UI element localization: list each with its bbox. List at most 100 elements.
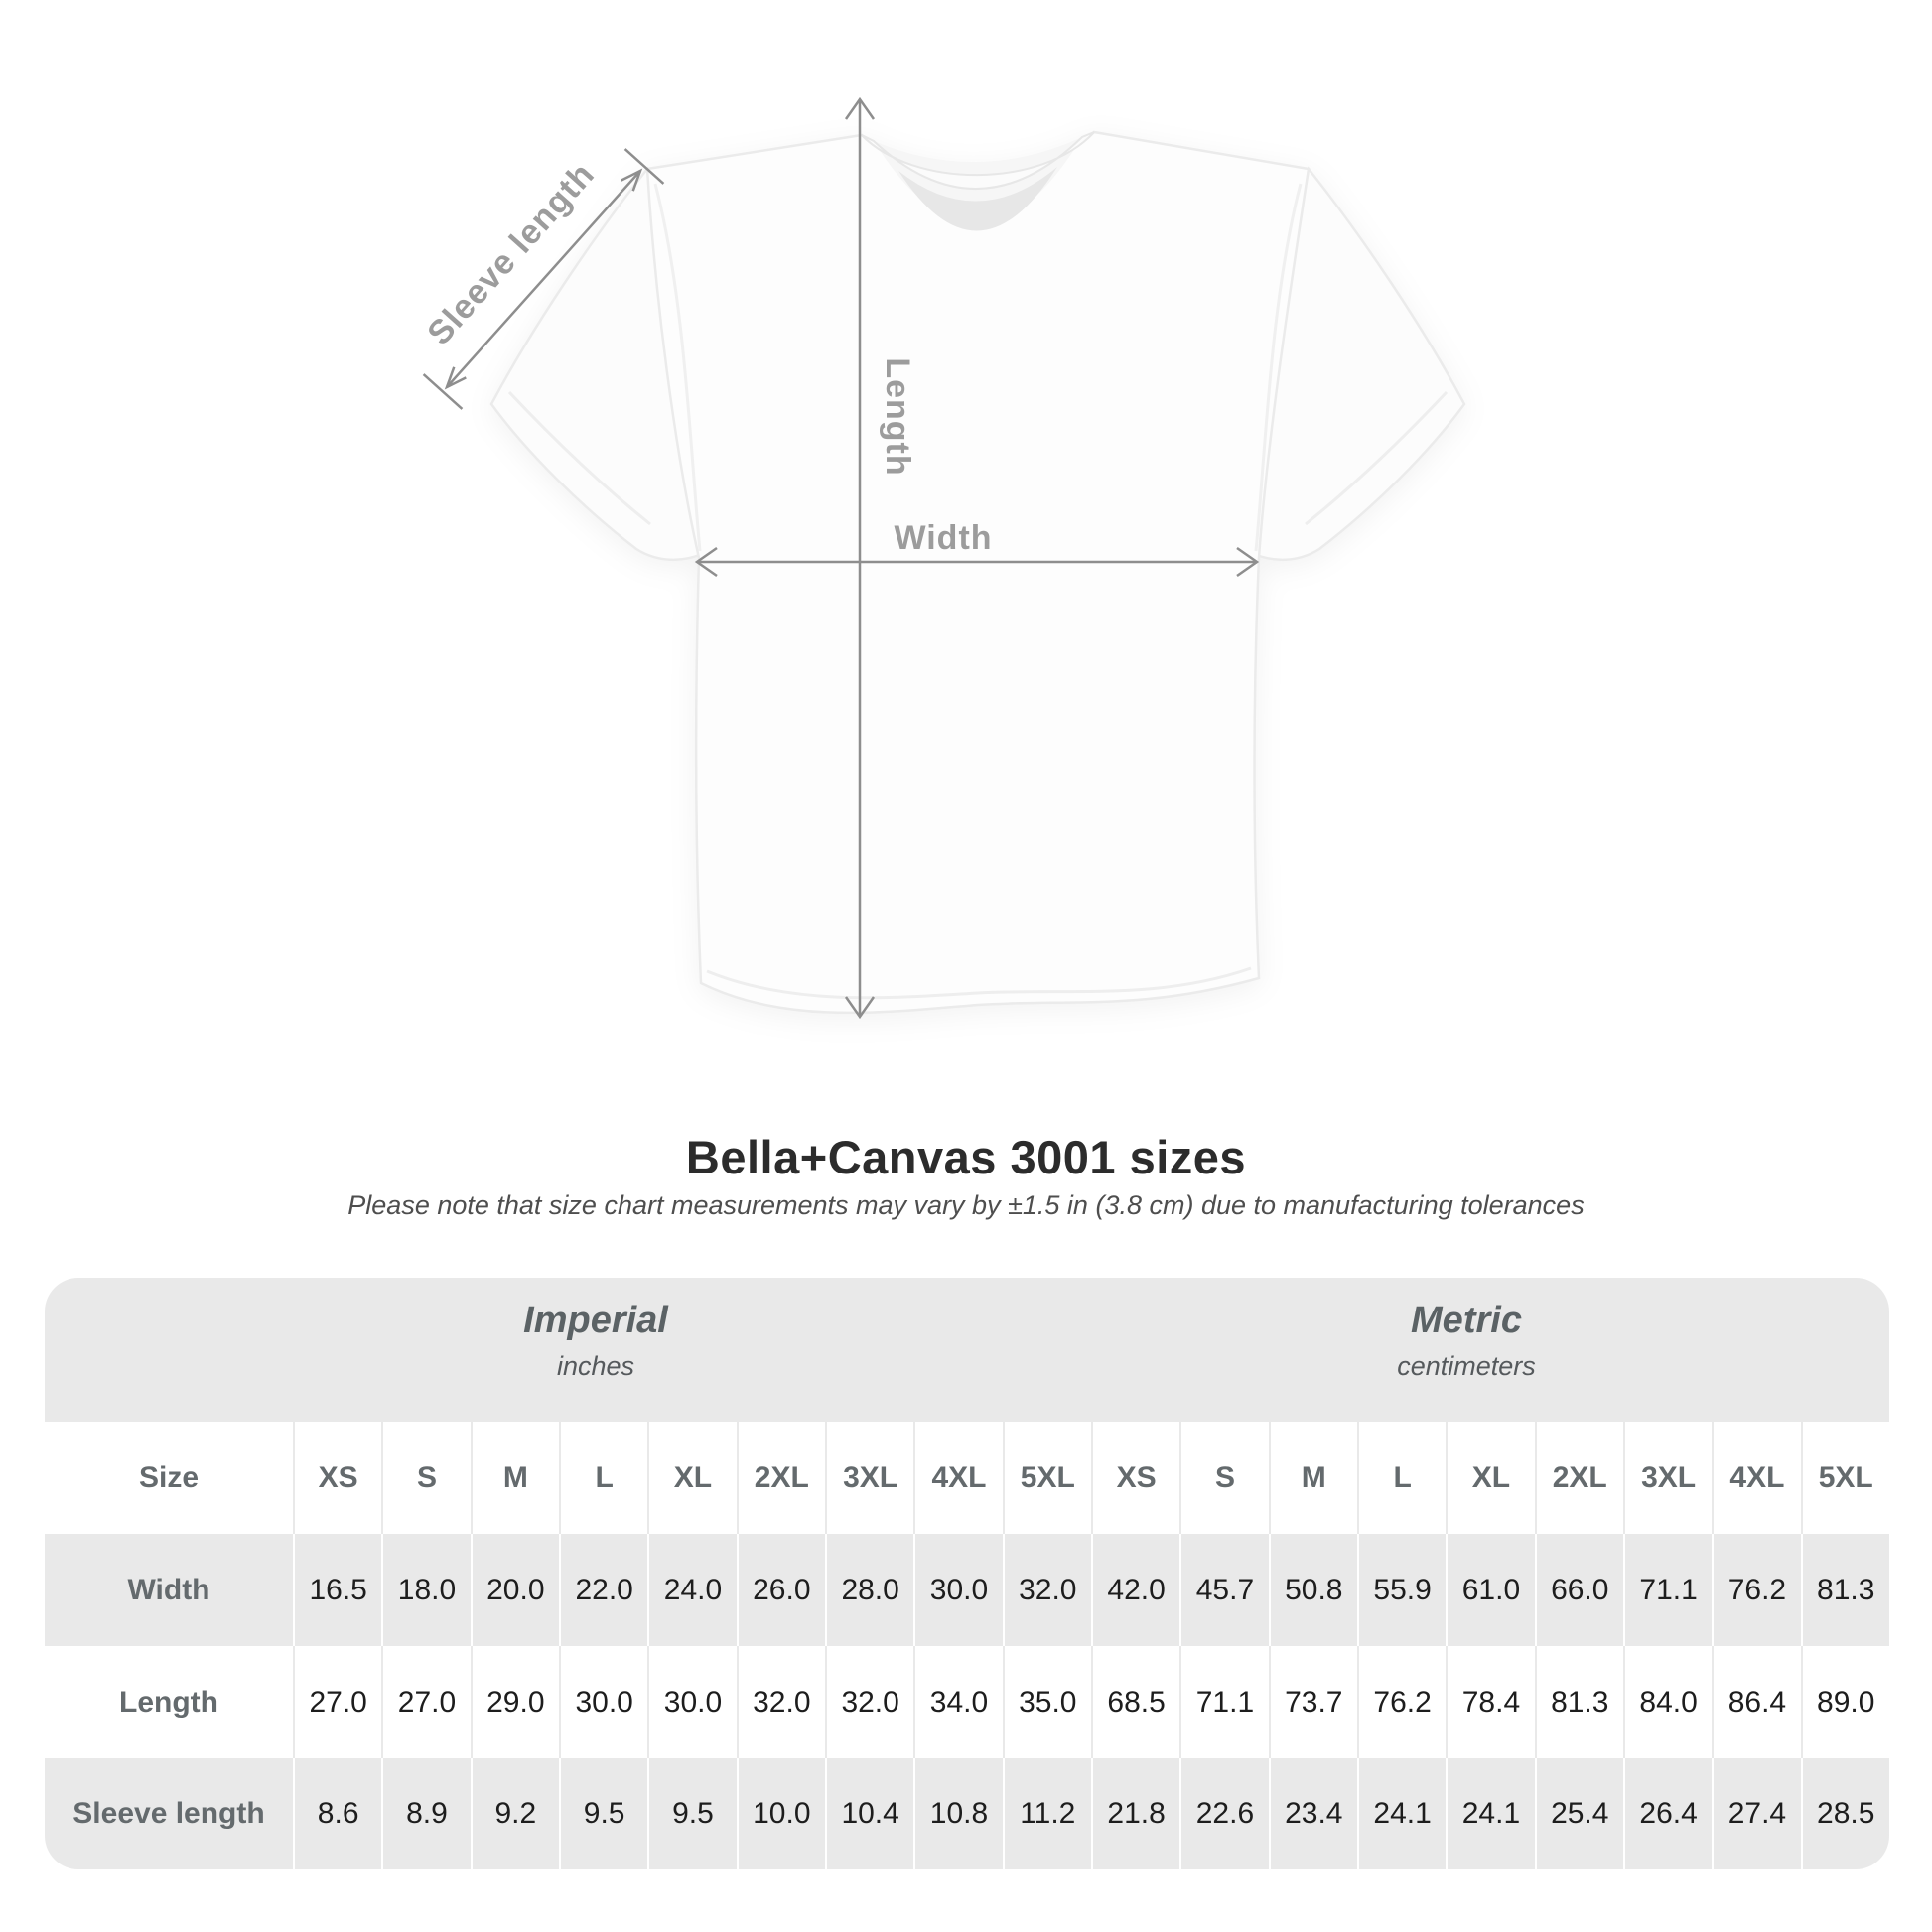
tshirt-graphic: Sleeve length Length Width xyxy=(420,96,1466,1020)
value-cell: 35.0 xyxy=(1002,1646,1091,1758)
corner-header: Size xyxy=(138,1460,200,1494)
length-label: Length xyxy=(879,357,916,476)
size-col-header: XL xyxy=(1446,1422,1534,1534)
value-cell: 42.0 xyxy=(1090,1534,1179,1646)
value-cell: 11.2 xyxy=(1002,1758,1091,1869)
value-cell: 18.0 xyxy=(381,1534,470,1646)
value-cell: 55.9 xyxy=(1356,1534,1446,1646)
size-col-header: S xyxy=(1179,1422,1268,1534)
value-cell: 10.0 xyxy=(736,1758,825,1869)
tshirt-measurement-diagram: Sleeve length Length Width xyxy=(420,96,1466,1020)
value-cell: 78.4 xyxy=(1446,1646,1534,1758)
value-cell: 73.7 xyxy=(1268,1646,1357,1758)
tshirt-left-cuff-seam xyxy=(507,390,651,526)
size-col-header: M xyxy=(470,1422,559,1534)
value-cell: 8.9 xyxy=(381,1758,470,1869)
tshirt-right-sleeve xyxy=(1252,166,1466,562)
value-cell: 23.4 xyxy=(1268,1758,1357,1869)
value-cell: 76.2 xyxy=(1356,1646,1446,1758)
tshirt-left-armhole-seam xyxy=(653,183,702,552)
unit-group-imperial: Imperial inches xyxy=(523,1278,668,1382)
size-col-header: XS xyxy=(1090,1422,1179,1534)
value-cell: 24.1 xyxy=(1446,1758,1534,1869)
unit-group-header-row: Imperial inches Metric centimeters xyxy=(45,1278,1889,1422)
imperial-unit: inches xyxy=(556,1351,635,1381)
value-cell: 16.5 xyxy=(293,1534,381,1646)
width-arrow xyxy=(694,546,1260,578)
size-col-header: M xyxy=(1268,1422,1357,1534)
value-cell: 28.0 xyxy=(824,1534,913,1646)
value-cell: 32.0 xyxy=(1002,1534,1091,1646)
row-label: Width xyxy=(127,1573,210,1606)
tshirt-body xyxy=(645,130,1311,1015)
value-cell: 26.0 xyxy=(736,1534,825,1646)
width-label: Width xyxy=(894,519,992,557)
value-cell: 28.5 xyxy=(1800,1758,1889,1869)
value-cell: 84.0 xyxy=(1622,1646,1712,1758)
value-cell: 27.0 xyxy=(293,1646,381,1758)
tshirt-collar-inner-shadow xyxy=(898,167,1057,231)
value-cell: 30.0 xyxy=(913,1534,1002,1646)
size-table: Imperial inches Metric centimeters Size … xyxy=(45,1278,1889,1869)
value-cell: 50.8 xyxy=(1268,1534,1357,1646)
value-cell: 27.0 xyxy=(381,1646,470,1758)
value-cell: 24.0 xyxy=(647,1534,736,1646)
size-col-header: 4XL xyxy=(1712,1422,1800,1534)
size-col-header: 5XL xyxy=(1002,1422,1091,1534)
metric-label: Metric xyxy=(1411,1300,1522,1341)
size-col-header: 3XL xyxy=(824,1422,913,1534)
value-cell: 9.5 xyxy=(647,1758,736,1869)
value-cell: 81.3 xyxy=(1534,1646,1623,1758)
value-cell: 22.6 xyxy=(1179,1758,1268,1869)
value-cell: 30.0 xyxy=(558,1646,647,1758)
value-cell: 29.0 xyxy=(470,1646,559,1758)
tshirt-right-cuff-seam xyxy=(1305,390,1449,526)
table-row-length: Length 27.0 27.0 29.0 30.0 30.0 32.0 32.… xyxy=(45,1646,1889,1758)
value-cell: 10.8 xyxy=(913,1758,1002,1869)
size-header-row: Size XS S M L XL 2XL 3XL 4XL 5XL XS S M … xyxy=(45,1422,1889,1534)
page-subtitle: Please note that size chart measurements… xyxy=(347,1190,1585,1220)
size-col-header: L xyxy=(558,1422,647,1534)
value-cell: 34.0 xyxy=(913,1646,1002,1758)
value-cell: 45.7 xyxy=(1179,1534,1268,1646)
value-cell: 71.1 xyxy=(1179,1646,1268,1758)
value-cell: 30.0 xyxy=(647,1646,736,1758)
size-col-header: S xyxy=(381,1422,470,1534)
value-cell: 9.2 xyxy=(470,1758,559,1869)
size-col-header: 3XL xyxy=(1622,1422,1712,1534)
value-cell: 9.5 xyxy=(558,1758,647,1869)
tshirt-hem-seam xyxy=(706,966,1252,1000)
imperial-label: Imperial xyxy=(523,1300,668,1341)
value-cell: 21.8 xyxy=(1090,1758,1179,1869)
value-cell: 20.0 xyxy=(470,1534,559,1646)
value-cell: 8.6 xyxy=(293,1758,381,1869)
row-label: Sleeve length xyxy=(72,1797,265,1830)
size-col-header: L xyxy=(1356,1422,1446,1534)
value-cell: 24.1 xyxy=(1356,1758,1446,1869)
length-arrow xyxy=(844,96,876,1020)
size-col-header: XS xyxy=(293,1422,381,1534)
value-cell: 26.4 xyxy=(1622,1758,1712,1869)
value-cell: 66.0 xyxy=(1534,1534,1623,1646)
measurement-arrows xyxy=(422,96,1260,1020)
value-cell: 76.2 xyxy=(1712,1534,1800,1646)
value-cell: 27.4 xyxy=(1712,1758,1800,1869)
row-label: Length xyxy=(119,1685,218,1719)
size-col-header: XL xyxy=(647,1422,736,1534)
value-cell: 71.1 xyxy=(1622,1534,1712,1646)
page-title: Bella+Canvas 3001 sizes xyxy=(685,1131,1247,1183)
size-col-header: 5XL xyxy=(1800,1422,1889,1534)
unit-group-metric: Metric centimeters xyxy=(1397,1278,1536,1382)
value-cell: 22.0 xyxy=(558,1534,647,1646)
size-col-header: 4XL xyxy=(913,1422,1002,1534)
value-cell: 68.5 xyxy=(1090,1646,1179,1758)
sleeve-length-arrow xyxy=(422,148,665,410)
metric-unit: centimeters xyxy=(1397,1351,1536,1381)
size-col-header: 2XL xyxy=(736,1422,825,1534)
value-cell: 32.0 xyxy=(824,1646,913,1758)
value-cell: 32.0 xyxy=(736,1646,825,1758)
tshirt-right-armhole-seam xyxy=(1254,183,1303,552)
value-cell: 86.4 xyxy=(1712,1646,1800,1758)
table-row-width: Width 16.5 18.0 20.0 22.0 24.0 26.0 28.0… xyxy=(45,1534,1889,1646)
